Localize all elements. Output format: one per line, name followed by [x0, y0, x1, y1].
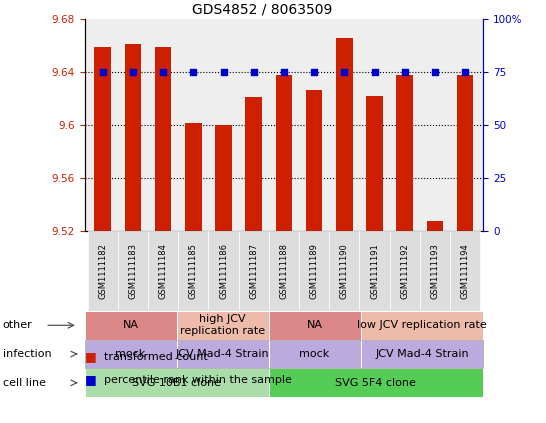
Text: low JCV replication rate: low JCV replication rate [357, 320, 487, 330]
Bar [215, 125, 232, 231]
Bar [420, 231, 450, 311]
Bar [450, 231, 480, 311]
Point [250, 69, 258, 75]
Text: GSM1111186: GSM1111186 [219, 243, 228, 299]
Bar [124, 44, 141, 231]
Text: other: other [3, 320, 32, 330]
Text: NA: NA [307, 320, 323, 330]
Bar [239, 231, 269, 311]
Point [159, 69, 168, 75]
Text: JCV Mad-4 Strain: JCV Mad-4 Strain [176, 349, 269, 359]
Text: GSM1111190: GSM1111190 [340, 243, 349, 299]
Bar [426, 221, 443, 231]
Text: transformed count: transformed count [104, 352, 207, 362]
Bar [390, 231, 420, 311]
Text: mock: mock [299, 349, 330, 359]
Point [128, 69, 137, 75]
Bar [359, 231, 390, 311]
Text: GSM1111189: GSM1111189 [310, 243, 319, 299]
Text: JCV Mad-4 Strain: JCV Mad-4 Strain [375, 349, 468, 359]
Text: SVG 10B1 clone: SVG 10B1 clone [132, 378, 221, 388]
Text: ■: ■ [85, 350, 97, 363]
Text: GDS4852 / 8063509: GDS4852 / 8063509 [192, 3, 333, 17]
Text: GSM1111192: GSM1111192 [400, 243, 409, 299]
Text: SVG 5F4 clone: SVG 5F4 clone [335, 378, 417, 388]
Bar [94, 47, 111, 231]
Text: GSM1111188: GSM1111188 [280, 243, 288, 299]
Point [219, 69, 228, 75]
Text: GSM1111193: GSM1111193 [430, 243, 440, 299]
Text: GSM1111182: GSM1111182 [98, 243, 107, 299]
Bar [457, 74, 473, 231]
Bar [178, 231, 209, 311]
Text: percentile rank within the sample: percentile rank within the sample [104, 375, 292, 385]
Text: cell line: cell line [3, 378, 46, 388]
Point [310, 69, 318, 75]
Text: high JCV
replication rate: high JCV replication rate [180, 314, 265, 336]
Text: GSM1111191: GSM1111191 [370, 243, 379, 299]
Text: GSM1111184: GSM1111184 [159, 243, 168, 299]
Text: ■: ■ [85, 374, 97, 386]
Point [431, 69, 440, 75]
Bar [148, 231, 178, 311]
Text: GSM1111185: GSM1111185 [189, 243, 198, 299]
Bar [88, 231, 118, 311]
Text: infection: infection [3, 349, 51, 359]
Text: NA: NA [123, 320, 139, 330]
Bar [396, 74, 413, 231]
Bar [336, 38, 353, 231]
Bar [299, 231, 329, 311]
Bar [185, 124, 201, 231]
Bar [269, 231, 299, 311]
Point [189, 69, 198, 75]
Bar [276, 74, 292, 231]
Text: mock: mock [116, 349, 146, 359]
Bar [245, 97, 262, 231]
Text: GSM1111187: GSM1111187 [249, 243, 258, 299]
Bar [209, 231, 239, 311]
Bar [366, 96, 383, 231]
Point [280, 69, 288, 75]
Point [98, 69, 107, 75]
Point [461, 69, 470, 75]
Bar [329, 231, 359, 311]
Point [400, 69, 409, 75]
Point [370, 69, 379, 75]
Point [340, 69, 349, 75]
Bar [306, 91, 323, 231]
Text: GSM1111194: GSM1111194 [461, 243, 470, 299]
Bar [118, 231, 148, 311]
Text: GSM1111183: GSM1111183 [128, 243, 138, 299]
Bar [155, 47, 171, 231]
